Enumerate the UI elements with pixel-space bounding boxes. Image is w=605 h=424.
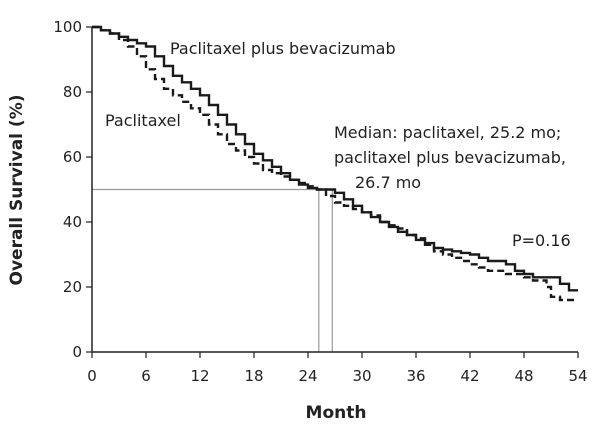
axes: 0 6 12 18 24 30 36 42 48 54 0 20 40 60 80 100 xyxy=(53,18,587,385)
x-tick-label: 12 xyxy=(190,367,209,385)
y-tick-label: 60 xyxy=(63,148,82,166)
y-tick-label: 80 xyxy=(63,83,82,101)
survival-curves xyxy=(92,25,578,302)
x-tick-label: 48 xyxy=(514,367,533,385)
median-reference-lines xyxy=(92,188,333,352)
label-paclitaxel: Paclitaxel xyxy=(105,111,181,130)
label-paclitaxel-plus-bevacizumab: Paclitaxel plus bevacizumab xyxy=(170,39,396,58)
median-annotation-line-2: paclitaxel plus bevacizumab, xyxy=(334,148,566,167)
y-tick-label: 100 xyxy=(53,18,82,36)
y-tick-label: 0 xyxy=(72,343,82,361)
x-tick-label: 18 xyxy=(244,367,263,385)
x-tick-label: 54 xyxy=(568,367,587,385)
x-tick-label: 6 xyxy=(141,367,151,385)
median-annotation-line-3: 26.7 mo xyxy=(355,173,421,192)
x-tick-label: 24 xyxy=(298,367,317,385)
y-tick-label: 20 xyxy=(63,278,82,296)
x-tick-label: 42 xyxy=(460,367,479,385)
x-tick-label: 36 xyxy=(406,367,425,385)
series-line-paclitaxel xyxy=(92,25,578,302)
x-tick-label: 0 xyxy=(87,367,97,385)
series-line-paclitaxel-plus-bevacizumab xyxy=(92,25,578,292)
p-value-label: P=0.16 xyxy=(512,231,571,250)
median-annotation-line-1: Median: paclitaxel, 25.2 mo; xyxy=(334,123,561,142)
x-tick-label: 30 xyxy=(352,367,371,385)
y-axis-title: Overall Survival (%) xyxy=(7,94,27,285)
x-axis-title: Month xyxy=(306,403,367,423)
y-tick-label: 40 xyxy=(63,213,82,231)
